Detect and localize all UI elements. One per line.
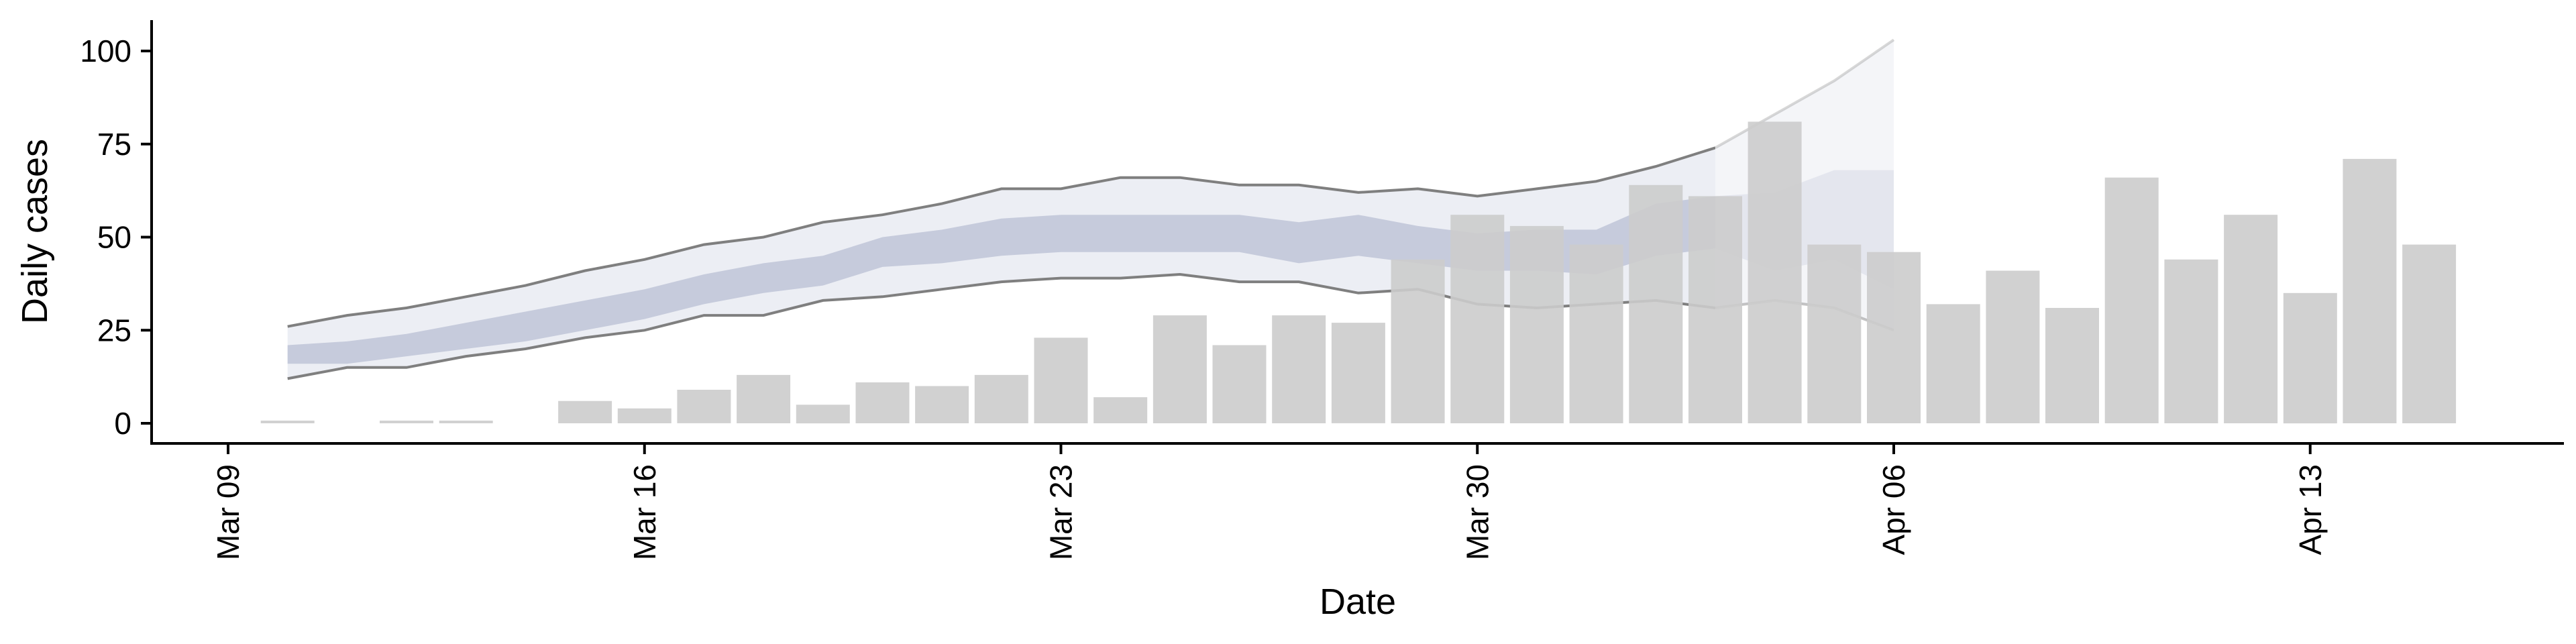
bar: [1807, 244, 1862, 423]
x-ticks-layer: Mar 09 Mar 16 Mar 23 Mar 30 Apr 06 Apr 13: [211, 443, 2328, 560]
bar: [2402, 244, 2457, 423]
bar: [260, 421, 315, 423]
bar: [1688, 196, 1742, 423]
bar: [796, 405, 850, 424]
upper-bound-line-forecast: [1715, 38, 1895, 150]
bar: [1331, 323, 1385, 423]
x-tick-label: Apr 06: [1876, 464, 1911, 555]
y-tick-label: 100: [80, 34, 131, 68]
axes-layer: [150, 20, 2564, 445]
bar: [737, 374, 791, 423]
y-tick-label: 50: [97, 220, 131, 255]
bar: [1212, 345, 1267, 423]
bar: [677, 390, 731, 423]
lower-bound-line-forecast: [1715, 299, 1894, 332]
bar: [2343, 158, 2397, 423]
x-axis-title: Date: [1320, 582, 1396, 622]
bar: [439, 421, 493, 423]
bar: [1093, 397, 1148, 423]
y-tick-label: 0: [114, 406, 131, 441]
bar: [2104, 177, 2159, 423]
outer-band-estimate: [287, 148, 1716, 379]
x-tick-label: Mar 23: [1044, 464, 1079, 560]
y-tick-label: 75: [97, 127, 131, 162]
bar: [1926, 304, 1980, 423]
inner-band-estimate: [287, 196, 1716, 364]
bar: [2283, 292, 2337, 424]
bar: [558, 400, 612, 423]
bar: [1034, 337, 1088, 423]
bar: [617, 408, 672, 423]
bar: [1867, 252, 1921, 423]
bar: [1986, 270, 2040, 423]
upper-bound-line-estimate: [287, 146, 1716, 328]
bar: [855, 382, 910, 423]
bar: [2224, 215, 2278, 423]
x-tick-label: Mar 16: [627, 464, 662, 560]
bar: [1569, 244, 1623, 423]
bar: [1509, 225, 1564, 423]
bar: [1748, 121, 1802, 423]
bar: [1272, 315, 1326, 423]
bar: [380, 421, 433, 423]
bar: [1450, 215, 1505, 423]
x-tick-label: Mar 30: [1460, 464, 1495, 560]
bar: [915, 386, 969, 423]
x-tick-label: Apr 13: [2293, 464, 2328, 555]
y-axis-title: Daily cases: [15, 139, 55, 324]
bars-layer: [260, 121, 2457, 424]
y-ticks-layer: 0 25 50 75 100: [80, 34, 152, 441]
bar: [2164, 259, 2218, 423]
bar: [2045, 308, 2099, 423]
bar: [1391, 259, 1445, 423]
x-tick-label: Mar 09: [211, 464, 246, 560]
bar: [974, 374, 1028, 423]
bar: [1152, 315, 1207, 423]
y-tick-label: 25: [97, 313, 131, 347]
bar: [1629, 184, 1683, 423]
